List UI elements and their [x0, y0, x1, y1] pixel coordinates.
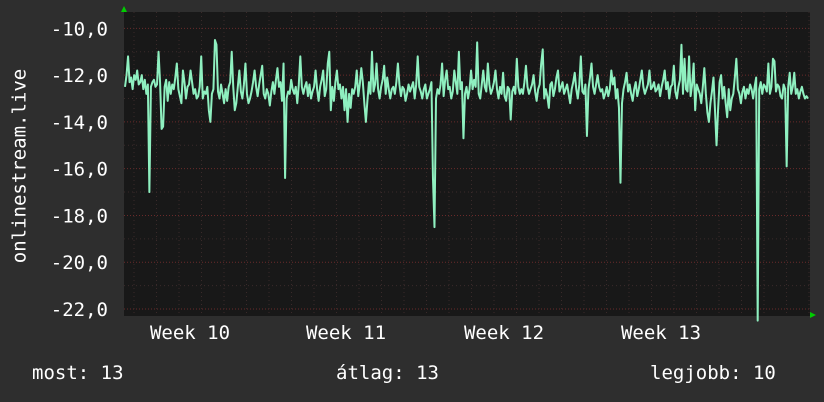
stat-current: most: 13 [32, 362, 124, 384]
stats-bar: most: 13 átlag: 13 legjobb: 10 [0, 362, 824, 390]
y-tick-label: -10,0 [51, 18, 108, 40]
line-chart: -10,0 -12,0 -14,0 -16,0 -18,0 -20,0 -22,0 Week… [9, 6, 816, 344]
stat-best: legjobb: 10 [650, 362, 776, 384]
y-tick-label: -14,0 [51, 112, 108, 134]
grid-lines [124, 12, 810, 316]
stat-average: átlag: 13 [336, 362, 439, 384]
y-axis-arrow-icon [121, 6, 127, 12]
x-tick-label: Week 11 [306, 322, 386, 344]
x-tick-label: Week 12 [464, 322, 544, 344]
y-tick-label: -18,0 [51, 205, 108, 227]
x-tick-label: Week 10 [150, 322, 230, 344]
plot-area [124, 12, 810, 316]
x-tick-label: Week 13 [621, 322, 701, 344]
x-axis-ticks: Week 10 Week 11 Week 12 Week 13 [150, 322, 701, 344]
y-axis-label: onlinestream.live [9, 69, 31, 263]
x-axis-arrow-icon [810, 312, 816, 318]
y-tick-label: -12,0 [51, 65, 108, 87]
y-axis-ticks: -10,0 -12,0 -14,0 -16,0 -18,0 -20,0 -22,0 [51, 18, 108, 321]
series-line [124, 39, 809, 322]
y-tick-label: -16,0 [51, 159, 108, 181]
y-tick-label: -20,0 [51, 252, 108, 274]
y-tick-label: -22,0 [51, 299, 108, 321]
